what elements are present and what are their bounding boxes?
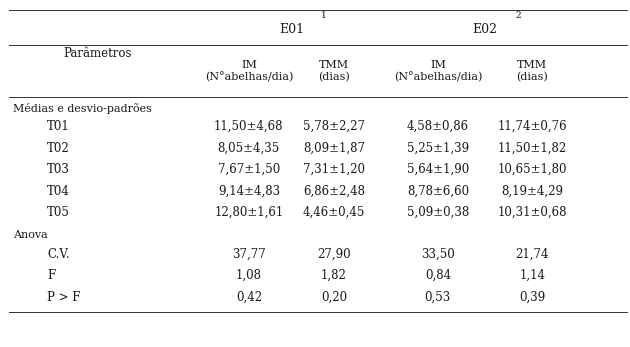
Text: 6,86±2,48: 6,86±2,48 — [303, 185, 365, 198]
Text: E02: E02 — [472, 23, 498, 36]
Text: 1,08: 1,08 — [236, 269, 262, 282]
Text: 10,31±0,68: 10,31±0,68 — [498, 206, 567, 219]
Text: 0,39: 0,39 — [519, 290, 546, 304]
Text: 0,84: 0,84 — [425, 269, 451, 282]
Text: 33,50: 33,50 — [421, 247, 455, 261]
Text: 5,78±2,27: 5,78±2,27 — [303, 120, 365, 133]
Text: 9,14±4,83: 9,14±4,83 — [218, 185, 280, 198]
Text: 5,09±0,38: 5,09±0,38 — [407, 206, 469, 219]
Text: 8,09±1,87: 8,09±1,87 — [303, 142, 365, 155]
Text: 10,65±1,80: 10,65±1,80 — [498, 163, 567, 176]
Text: 11,50±4,68: 11,50±4,68 — [214, 120, 284, 133]
Text: 37,77: 37,77 — [232, 247, 266, 261]
Text: 7,67±1,50: 7,67±1,50 — [218, 163, 280, 176]
Text: 4,46±0,45: 4,46±0,45 — [302, 206, 365, 219]
Text: 2: 2 — [515, 11, 520, 20]
Text: 5,64±1,90: 5,64±1,90 — [407, 163, 469, 176]
Text: IM
(N°abelhas/dia): IM (N°abelhas/dia) — [394, 60, 482, 82]
Text: 12,80±1,61: 12,80±1,61 — [214, 206, 284, 219]
Text: 7,31±1,20: 7,31±1,20 — [303, 163, 365, 176]
Text: 8,05±4,35: 8,05±4,35 — [218, 142, 280, 155]
Text: T05: T05 — [47, 206, 70, 219]
Text: 0,42: 0,42 — [236, 290, 262, 304]
Text: 11,74±0,76: 11,74±0,76 — [498, 120, 567, 133]
Text: 27,90: 27,90 — [317, 247, 351, 261]
Text: 1,14: 1,14 — [519, 269, 546, 282]
Text: 0,20: 0,20 — [321, 290, 347, 304]
Text: T03: T03 — [47, 163, 70, 176]
Text: 21,74: 21,74 — [515, 247, 549, 261]
Text: C.V.: C.V. — [47, 247, 70, 261]
Text: 4,58±0,86: 4,58±0,86 — [407, 120, 469, 133]
Text: 5,25±1,39: 5,25±1,39 — [407, 142, 469, 155]
Text: TMM
(dias): TMM (dias) — [517, 60, 548, 82]
Text: TMM
(dias): TMM (dias) — [318, 60, 350, 82]
Text: T01: T01 — [47, 120, 70, 133]
Text: 0,53: 0,53 — [425, 290, 451, 304]
Text: Parâmetros: Parâmetros — [64, 47, 132, 60]
Text: 1,82: 1,82 — [321, 269, 347, 282]
Text: 1: 1 — [321, 11, 327, 20]
Text: 8,19±4,29: 8,19±4,29 — [501, 185, 563, 198]
Text: IM
(N°abelhas/dia): IM (N°abelhas/dia) — [205, 60, 293, 82]
Text: T02: T02 — [47, 142, 70, 155]
Text: Anova: Anova — [13, 230, 47, 240]
Text: F: F — [47, 269, 55, 282]
Text: T04: T04 — [47, 185, 70, 198]
Text: 8,78±6,60: 8,78±6,60 — [407, 185, 469, 198]
Text: 11,50±1,82: 11,50±1,82 — [498, 142, 567, 155]
Text: Médias e desvio-padrões: Médias e desvio-padrões — [13, 103, 151, 114]
Text: E01: E01 — [279, 23, 304, 36]
Text: P > F: P > F — [47, 290, 81, 304]
